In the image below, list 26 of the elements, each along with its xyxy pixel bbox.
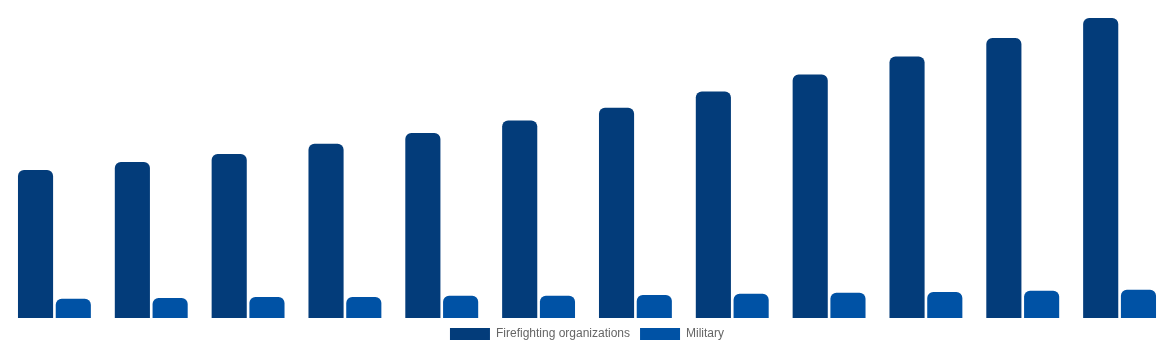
bar	[636, 294, 672, 318]
bar	[927, 291, 963, 318]
bar	[889, 56, 925, 318]
bar	[114, 162, 150, 318]
bar	[308, 143, 344, 318]
bar	[986, 38, 1022, 318]
bar	[695, 91, 731, 318]
bar	[55, 298, 91, 318]
bar	[17, 170, 54, 318]
bar	[598, 107, 635, 318]
bar	[1024, 290, 1060, 318]
bar	[830, 292, 866, 318]
bar	[1083, 18, 1119, 318]
bar	[733, 293, 769, 318]
bar	[1120, 289, 1157, 318]
bar	[502, 120, 538, 318]
bar	[443, 295, 479, 318]
bar	[249, 297, 285, 318]
legend-label: Firefighting organizations	[495, 326, 631, 341]
bar	[346, 297, 382, 318]
legend-label: Military	[686, 326, 725, 341]
bar	[152, 297, 188, 318]
bar	[539, 295, 576, 318]
bar	[405, 132, 441, 318]
bar	[792, 74, 828, 318]
bar	[211, 153, 247, 318]
